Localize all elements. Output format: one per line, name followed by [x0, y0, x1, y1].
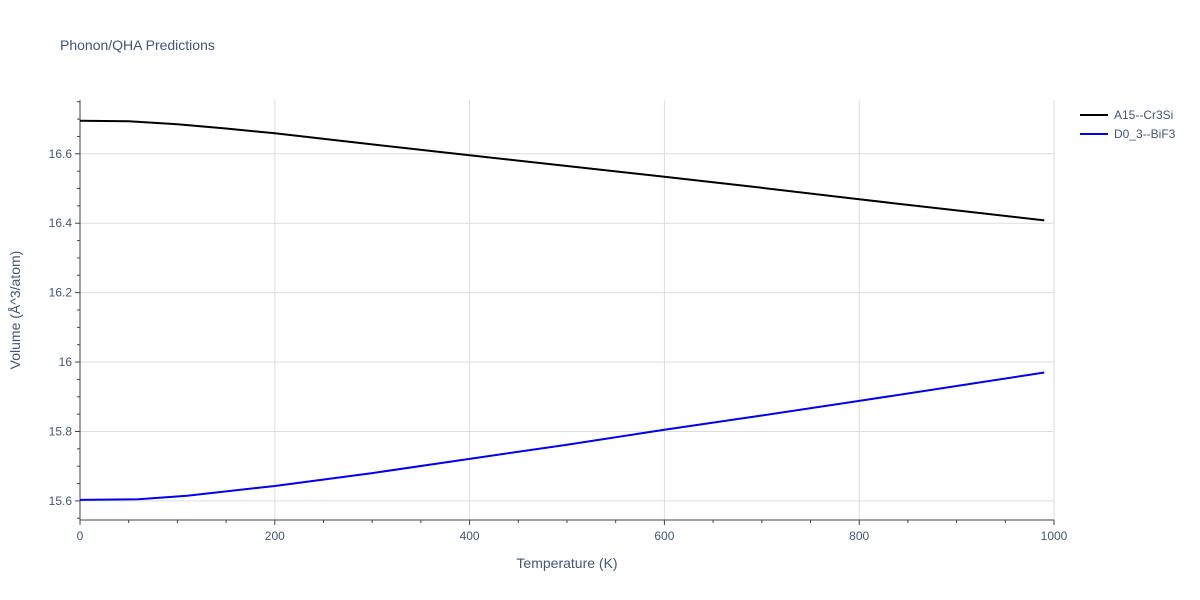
y-tick-label: 15.8: [49, 424, 73, 438]
legend-label: D0_3--BiF3: [1114, 127, 1176, 141]
x-tick-label: 800: [849, 529, 869, 543]
y-tick-label: 15.6: [49, 494, 73, 508]
legend-item-2[interactable]: D0_3--BiF3: [1080, 127, 1176, 141]
y-axis-title: Volume (Å^3/atom): [7, 251, 23, 370]
x-axis-title: Temperature (K): [516, 555, 617, 571]
series-line-2: [79, 371, 1045, 501]
series-line-1: [79, 119, 1045, 222]
plot-lines: [79, 119, 1045, 501]
x-tick-label: 600: [654, 529, 674, 543]
chart-title: Phonon/QHA Predictions: [60, 37, 215, 53]
x-tick-label: 1000: [1041, 529, 1068, 543]
legend-item-1[interactable]: A15--Cr3Si: [1080, 108, 1173, 122]
x-tick-label: 200: [265, 529, 285, 543]
legend-label: A15--Cr3Si: [1114, 108, 1173, 122]
legend[interactable]: A15--Cr3Si D0_3--BiF3: [1080, 108, 1176, 141]
y-tick-label: 16: [59, 355, 73, 369]
grid: [80, 100, 1055, 520]
y-tick-label: 16.4: [49, 216, 73, 230]
axes: 0 200 400 600 800 1000 15.6 15.8 16 16.2 16.4 16.6: [49, 100, 1068, 543]
y-tick-label: 16.2: [49, 286, 73, 300]
x-tick-label: 400: [460, 529, 480, 543]
y-tick-label: 16.6: [49, 147, 73, 161]
x-tick-label: 0: [77, 529, 84, 543]
